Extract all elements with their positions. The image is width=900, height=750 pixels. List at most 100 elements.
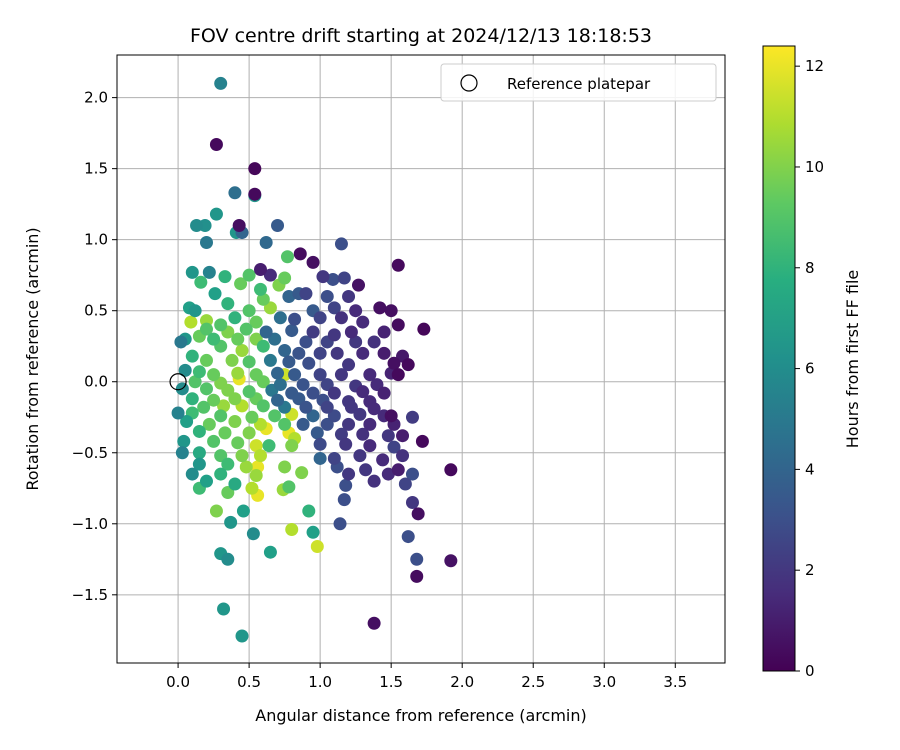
data-point: [302, 504, 316, 518]
data-point: [209, 504, 223, 518]
data-point: [248, 162, 262, 176]
data-point: [280, 250, 294, 264]
data-point: [231, 366, 245, 380]
data-point: [396, 429, 410, 443]
data-point: [363, 417, 377, 431]
data-point: [334, 237, 348, 251]
colorbar-tick-label: 2: [805, 561, 815, 579]
data-point: [330, 346, 344, 360]
data-point: [180, 415, 194, 429]
data-point: [256, 292, 270, 306]
data-point: [334, 368, 348, 382]
data-point: [178, 363, 192, 377]
data-point: [262, 439, 276, 453]
data-point: [415, 434, 429, 448]
legend-entry-label: Reference platepar: [507, 75, 651, 93]
data-point: [356, 385, 370, 399]
data-point: [273, 311, 287, 325]
data-point: [353, 407, 367, 421]
data-point: [214, 318, 228, 332]
data-point: [313, 451, 327, 465]
data-point: [367, 335, 381, 349]
data-point: [221, 297, 235, 311]
data-point: [207, 368, 221, 382]
data-point: [175, 446, 189, 460]
data-point: [239, 460, 253, 474]
data-point: [177, 434, 191, 448]
y-tick-label: 1.0: [84, 231, 108, 249]
data-point: [234, 277, 248, 291]
data-point: [342, 358, 356, 372]
data-point: [271, 218, 285, 232]
data-point: [387, 440, 401, 454]
data-point: [320, 417, 334, 431]
data-point: [253, 282, 267, 296]
data-point: [225, 353, 239, 367]
data-point: [299, 335, 313, 349]
data-point: [231, 332, 245, 346]
chart-title: FOV centre drift starting at 2024/12/13 …: [190, 25, 652, 47]
data-point: [197, 400, 211, 414]
data-point: [235, 629, 249, 643]
colorbar-label: Hours from first FF file: [843, 270, 862, 449]
data-point: [363, 368, 377, 382]
colorbar-tick-label: 10: [805, 158, 824, 176]
data-point: [342, 417, 356, 431]
data-point: [296, 378, 310, 392]
data-point: [296, 417, 310, 431]
data-point: [221, 383, 235, 397]
data-point: [320, 289, 334, 303]
legend: Reference platepar: [440, 63, 717, 102]
data-point: [259, 325, 273, 339]
data-point: [228, 186, 242, 200]
data-point: [263, 301, 277, 315]
data-point: [188, 375, 202, 389]
data-point: [185, 467, 199, 481]
data-point: [384, 409, 398, 423]
data-point: [202, 417, 216, 431]
data-point: [242, 304, 256, 318]
data-point: [199, 353, 213, 367]
data-point: [273, 378, 287, 392]
data-point: [327, 409, 341, 423]
data-point: [288, 312, 302, 326]
colorbar-tick-label: 0: [805, 662, 815, 680]
data-point: [353, 449, 367, 463]
data-point: [313, 346, 327, 360]
data-point: [444, 463, 458, 477]
data-point: [339, 437, 353, 451]
y-tick-label: 2.0: [84, 89, 108, 107]
data-point: [209, 207, 223, 221]
colorbar-ticks: 0 2 4 6 8 10 12: [795, 57, 824, 680]
data-point: [342, 467, 356, 481]
data-point: [190, 218, 204, 232]
colorbar-tick-label: 12: [805, 57, 824, 75]
data-point: [313, 311, 327, 325]
data-point: [235, 343, 249, 357]
data-point: [245, 410, 259, 424]
x-axis-label: Angular distance from reference (arcmin): [255, 706, 586, 725]
data-point: [367, 616, 381, 630]
data-point: [292, 346, 306, 360]
data-point: [207, 332, 221, 346]
data-point: [391, 368, 405, 382]
data-point: [194, 275, 208, 289]
data-point: [185, 265, 199, 279]
y-tick-label: −1.5: [72, 586, 108, 604]
data-point: [349, 304, 363, 318]
data-point: [278, 271, 292, 285]
data-point: [214, 409, 228, 423]
data-point: [209, 137, 223, 151]
data-point: [249, 315, 263, 329]
data-point: [224, 515, 238, 529]
data-point: [367, 402, 381, 416]
data-point: [242, 426, 256, 440]
data-point: [271, 366, 285, 380]
data-point: [401, 358, 415, 372]
data-point: [259, 236, 273, 250]
data-point: [221, 457, 235, 471]
data-point: [293, 247, 307, 261]
data-point: [217, 399, 231, 413]
colorbar-tick-label: 4: [805, 460, 815, 478]
x-tick-label: 2.5: [521, 673, 545, 691]
